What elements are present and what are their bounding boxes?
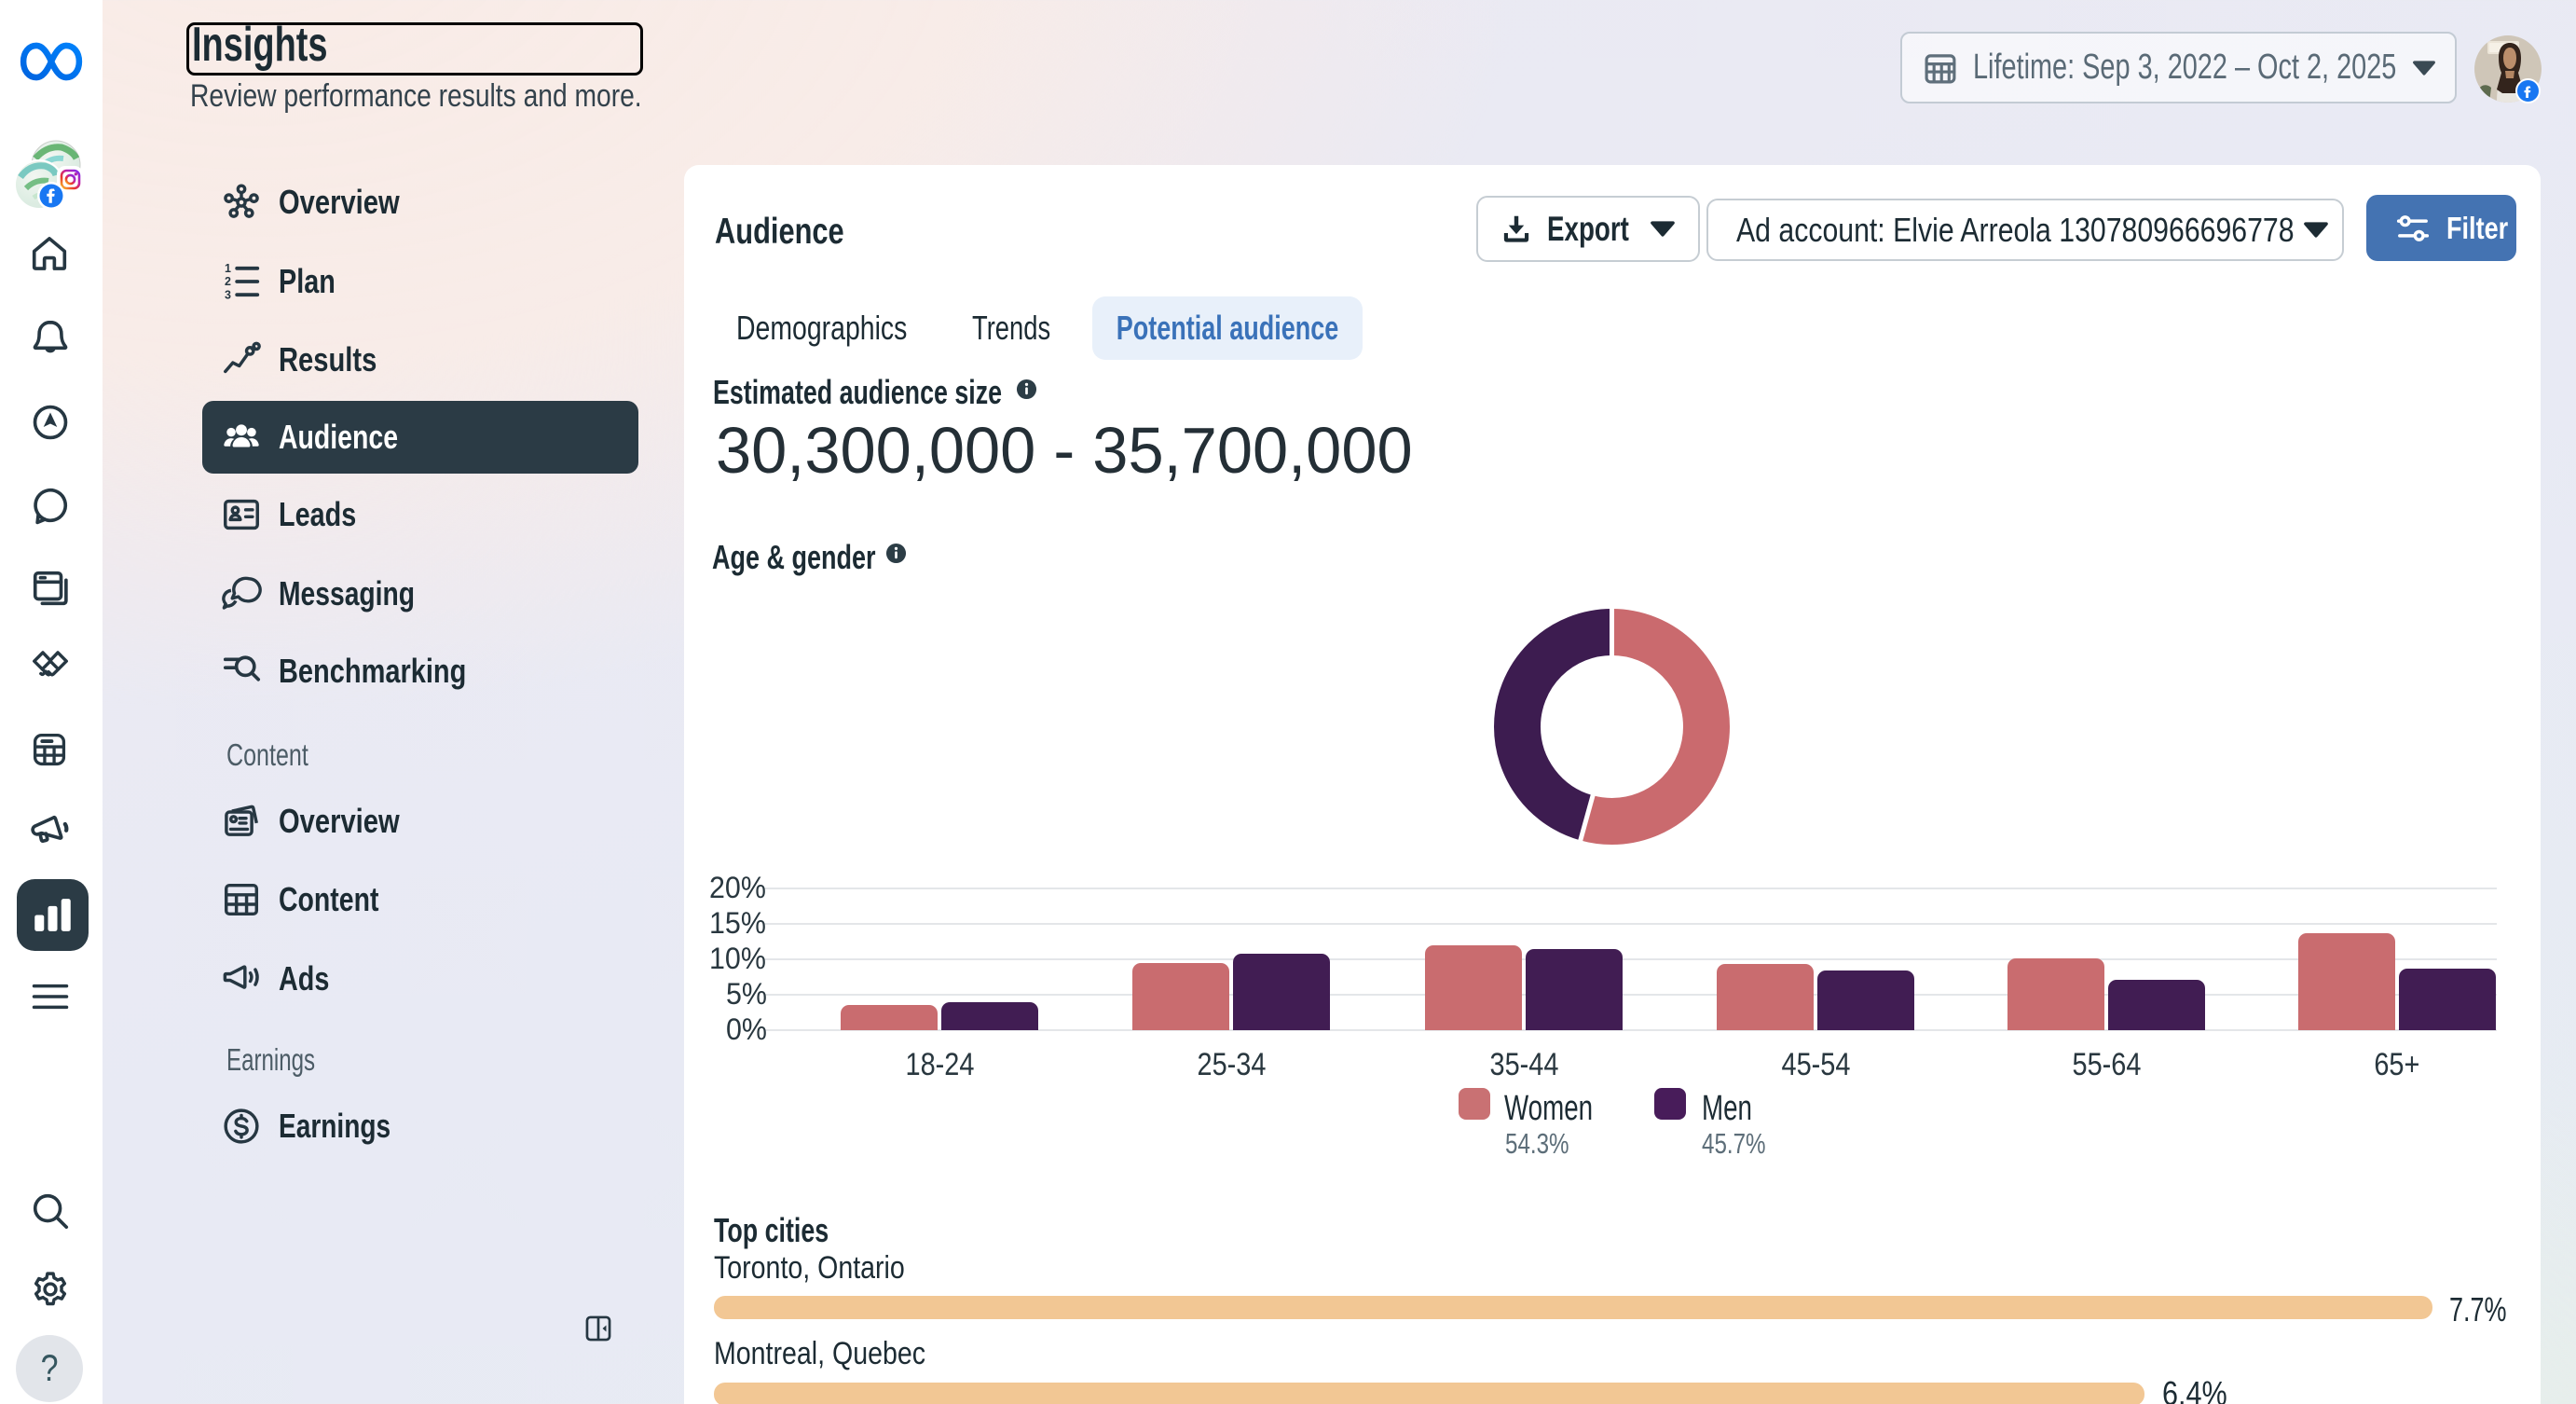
svg-text:1: 1 [225,262,231,275]
svg-text:2: 2 [225,275,231,288]
svg-text:3: 3 [225,288,231,301]
